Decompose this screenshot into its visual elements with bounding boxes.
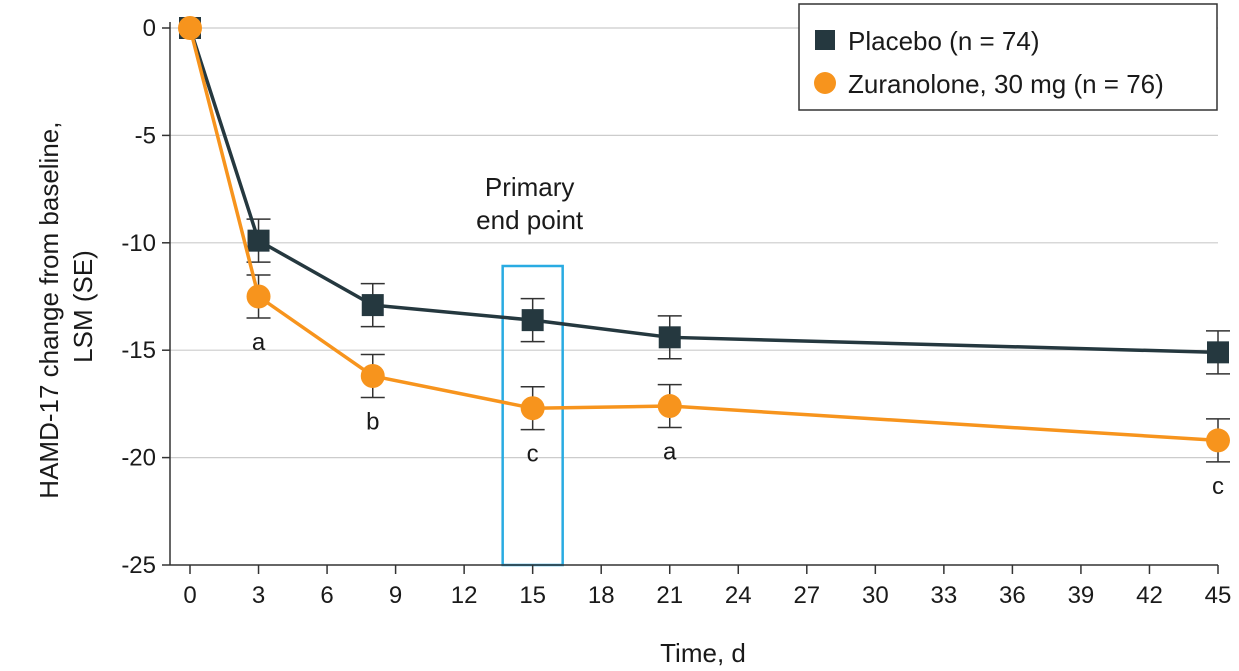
significance-label: a [663,439,677,466]
data-point-placebo [521,309,544,332]
series-line-placebo [188,27,1219,355]
x-tick-label: 21 [656,582,683,609]
x-tick-label: 39 [1068,582,1095,609]
x-tick-label: 24 [725,582,752,609]
y-tick-label: -5 [135,122,156,149]
legend-marker-placebo [815,30,835,50]
x-tick-label: 15 [519,582,546,609]
y-tick-label: 0 [143,15,156,42]
legend-label-zuranolone: Zuranolone, 30 mg (n = 76) [848,69,1164,99]
data-point-zuranolone [657,394,682,419]
primary-endpoint-annotation: Primary end point [476,172,584,567]
legend-marker-zuranolone [814,72,836,94]
annotation-line-end-point: end point [476,205,584,235]
x-tick-label: 18 [588,582,615,609]
significance-label: b [366,408,379,435]
data-series [178,16,1230,463]
y-tick-label: -10 [121,230,156,257]
data-point-zuranolone [178,16,202,40]
legend-box [798,3,1218,111]
y-axis-title: HAMD-17 change from baseline, LSM (SE) [34,114,98,498]
legend-label-placebo: Placebo (n = 74) [848,26,1040,56]
data-point-zuranolone [520,396,545,421]
legend: Placebo (n = 74) Zuranolone, 30 mg (n = … [798,3,1218,111]
significance-labels: a b c a c [252,329,1224,500]
x-tick-label: 6 [320,582,333,609]
x-tick-label: 12 [451,582,478,609]
y-axis-title-line-1: HAMD-17 change from baseline, [34,122,64,499]
data-point-placebo [361,294,384,317]
data-point-zuranolone [1206,428,1230,453]
x-tick-label: 36 [999,582,1026,609]
y-tick-label: -15 [121,337,156,364]
significance-label: c [1212,473,1224,500]
x-tick-label: 30 [862,582,889,609]
x-tick-label: 0 [183,582,196,609]
y-axis-title-line-2: LSM (SE) [68,250,98,363]
significance-label: c [527,441,539,468]
axes: 0-5-10-15-20-250 3 6 9 12 15 18 21 24 27 30 33 36 39 4… [121,15,1231,609]
annotation-line-primary: Primary [485,172,575,202]
y-tick-label: -20 [121,445,156,472]
x-tick-label: 45 [1205,582,1232,609]
data-point-placebo [1207,341,1229,364]
data-point-placebo [658,326,681,349]
data-point-placebo [247,229,270,252]
x-tick-label: 9 [389,582,402,609]
x-tick-label: 27 [793,582,820,609]
data-point-zuranolone [360,363,385,388]
x-tick-label: 3 [252,582,265,609]
series-line-zuranolone [188,27,1219,443]
data-point-zuranolone [246,284,271,309]
significance-label: a [252,329,266,356]
x-tick-label: 33 [931,582,958,609]
y-tick-label: -25 [121,552,156,579]
x-tick-label: 42 [1136,582,1163,609]
x-axis-title: Time, d [660,638,746,668]
